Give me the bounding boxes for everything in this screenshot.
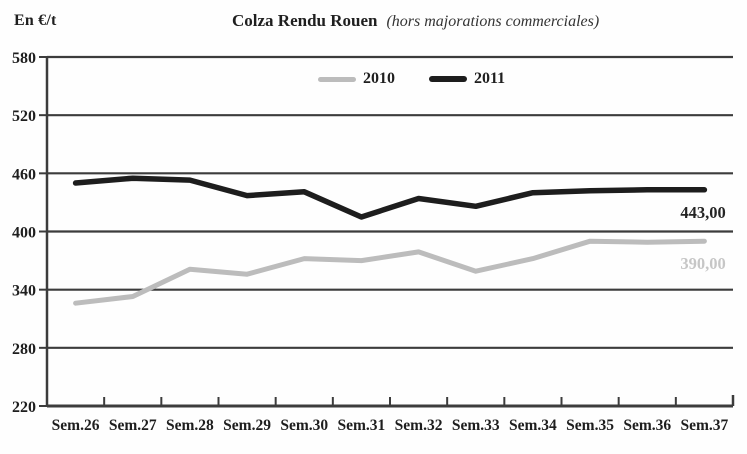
y-axis-tick-label: 460 [12,166,36,183]
x-axis-tick-label: Sem.33 [452,417,500,434]
x-axis-tick-label: Sem.34 [509,417,557,434]
x-axis-tick-label: Sem.26 [52,417,100,434]
y-axis-tick-label: 520 [12,108,36,125]
end-value-label-2011: 443,00 [680,203,725,222]
legend-item-2011: 2011 [429,70,505,88]
y-axis-tick-label: 220 [12,399,36,416]
y-axis-tick-label: 580 [12,50,36,67]
series-line-2011 [72,175,708,220]
legend-swatch-2011 [429,76,467,82]
y-axis-tick-label: 340 [12,283,36,300]
legend-item-2010: 2010 [318,70,395,88]
x-axis-tick-label: Sem.35 [566,417,614,434]
x-axis-tick-label: Sem.27 [109,417,157,434]
legend-label-2010: 2010 [363,70,395,87]
y-axis-unit-label: En €/t [14,12,57,29]
legend: 2010 2011 [318,70,505,88]
legend-swatch-2010 [318,76,356,82]
x-axis-tick-label: Sem.30 [280,417,328,434]
chart-title-subtitle: (hors majorations commerciales) [386,13,600,30]
y-axis-tick-label: 400 [12,225,36,242]
chart-title: Colza Rendu Rouen (hors majorations comme… [232,11,599,31]
x-axis-tick-label: Sem.37 [681,417,729,434]
x-axis-tick-label: Sem.28 [166,417,214,434]
end-value-label-2010: 390,00 [680,254,725,273]
y-axis-tick-label: 280 [12,341,36,358]
legend-label-2011: 2011 [474,70,506,87]
series-line-2010 [73,238,707,306]
x-axis-tick-label: Sem.31 [338,417,386,434]
x-axis-tick-label: Sem.32 [395,417,443,434]
x-axis-tick-label: Sem.36 [623,417,671,434]
chart-title-main: Colza Rendu Rouen [232,11,378,30]
x-axis-tick-label: Sem.29 [223,417,271,434]
